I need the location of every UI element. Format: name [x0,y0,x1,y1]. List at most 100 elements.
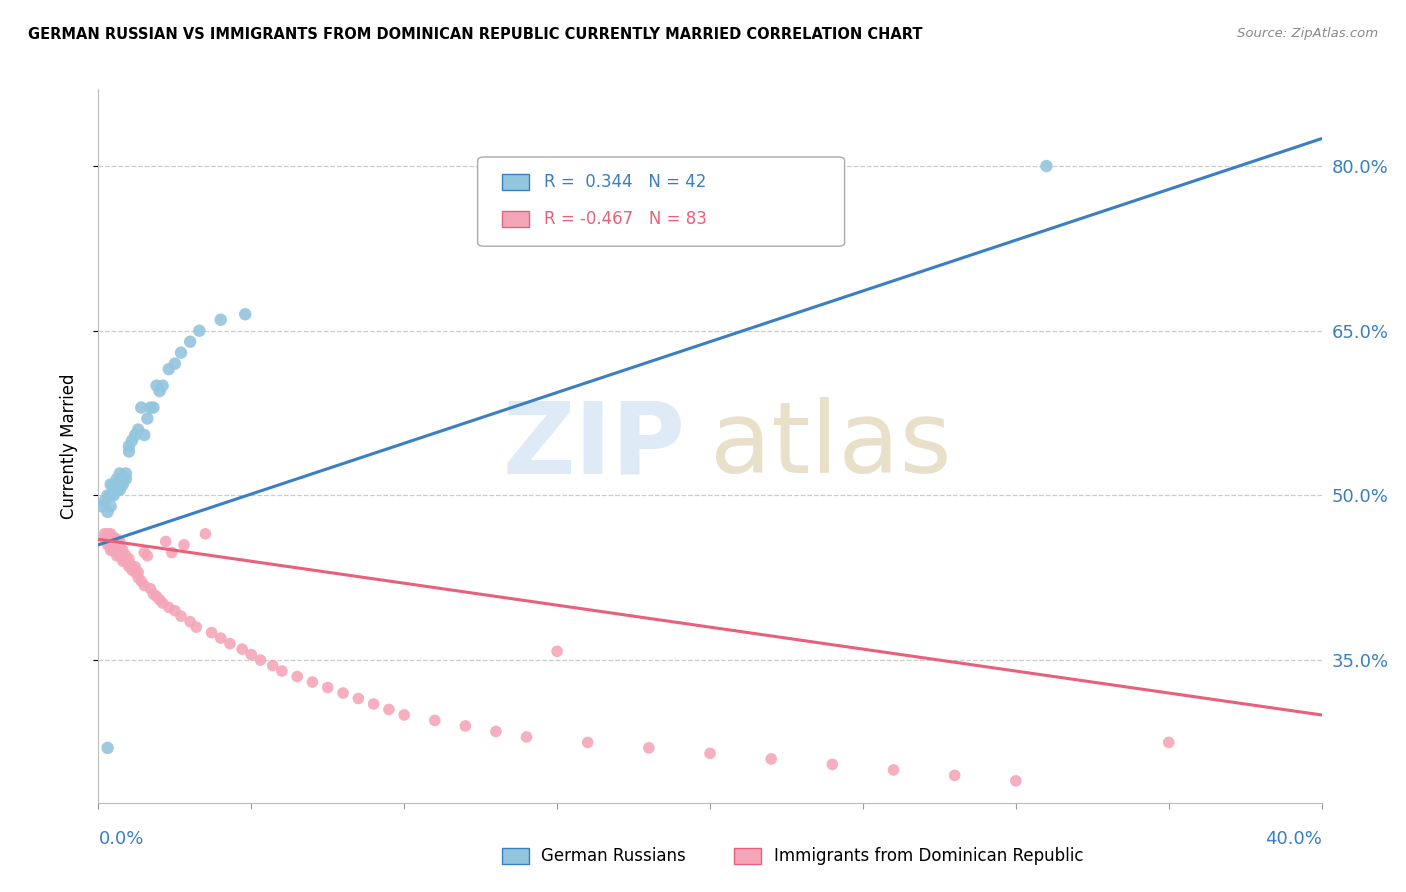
Point [378,702,401,716]
Point [1157,735,1180,749]
Point [145,378,167,392]
Point [157,600,180,615]
Point [100,526,122,541]
Point [139,401,162,415]
Text: Source: ZipAtlas.com: Source: ZipAtlas.com [1237,27,1378,40]
Point [136,411,159,425]
Point [118,559,141,574]
Point [129,401,152,415]
Point [160,545,183,559]
Point [105,477,128,491]
Point [93,526,115,541]
Point [108,467,131,481]
Point [121,434,143,448]
Point [103,543,125,558]
Point [347,691,370,706]
Point [108,534,131,549]
Text: ZIP: ZIP [503,398,686,494]
Point [111,472,134,486]
Point [118,557,141,571]
Point [231,642,253,657]
Point [152,378,174,392]
Point [186,620,208,634]
Point [103,488,125,502]
Point [332,686,354,700]
Point [454,719,477,733]
Point [149,384,172,398]
Point [173,538,195,552]
Point [155,534,177,549]
Point [97,533,120,547]
Point [134,428,156,442]
FancyBboxPatch shape [502,848,529,864]
Point [115,472,138,486]
Point [105,543,128,558]
Point [240,648,263,662]
Point [270,664,292,678]
Point [179,334,201,349]
Point [105,483,128,497]
Point [105,538,128,552]
Point [124,566,146,580]
Point [233,307,256,321]
Point [103,534,125,549]
Point [134,545,156,559]
Point [637,740,661,755]
Point [93,494,115,508]
Point [149,592,172,607]
Point [127,423,149,437]
Point [301,675,323,690]
Point [97,505,120,519]
Point [111,543,134,558]
Point [93,533,115,547]
Text: GERMAN RUSSIAN VS IMMIGRANTS FROM DOMINICAN REPUBLIC CURRENTLY MARRIED CORRELATI: GERMAN RUSSIAN VS IMMIGRANTS FROM DOMINI… [28,27,922,42]
Point [142,401,165,415]
Point [118,552,141,566]
Point [219,637,242,651]
Point [316,681,339,695]
Text: R = -0.467   N = 83: R = -0.467 N = 83 [544,211,707,228]
Point [97,526,120,541]
Point [943,768,966,782]
Point [170,345,193,359]
Point [108,477,131,491]
Point [118,439,141,453]
Point [100,488,122,502]
Point [883,763,905,777]
FancyBboxPatch shape [502,211,529,227]
Point [209,312,232,326]
Point [1004,773,1026,788]
Point [194,526,217,541]
Point [124,428,146,442]
Point [170,609,193,624]
Point [100,477,122,491]
Point [100,543,122,558]
Point [576,735,599,749]
Point [485,724,508,739]
Point [142,587,165,601]
Point [105,549,128,563]
Point [1035,159,1057,173]
FancyBboxPatch shape [734,848,762,864]
Point [139,582,162,596]
Point [108,541,131,555]
Text: German Russians: German Russians [541,847,686,865]
Point [163,604,186,618]
Point [200,625,222,640]
Point [209,631,232,645]
Point [103,530,125,544]
Point [516,730,538,744]
Point [115,467,138,481]
Point [115,549,138,563]
Point [188,324,211,338]
Point [97,740,120,755]
Text: atlas: atlas [710,398,952,494]
Point [546,644,568,658]
Point [363,697,385,711]
Text: R =  0.344   N = 42: R = 0.344 N = 42 [544,173,706,191]
Point [90,500,112,514]
Point [136,549,159,563]
Text: 40.0%: 40.0% [1265,830,1322,848]
Point [103,538,125,552]
Point [124,559,146,574]
